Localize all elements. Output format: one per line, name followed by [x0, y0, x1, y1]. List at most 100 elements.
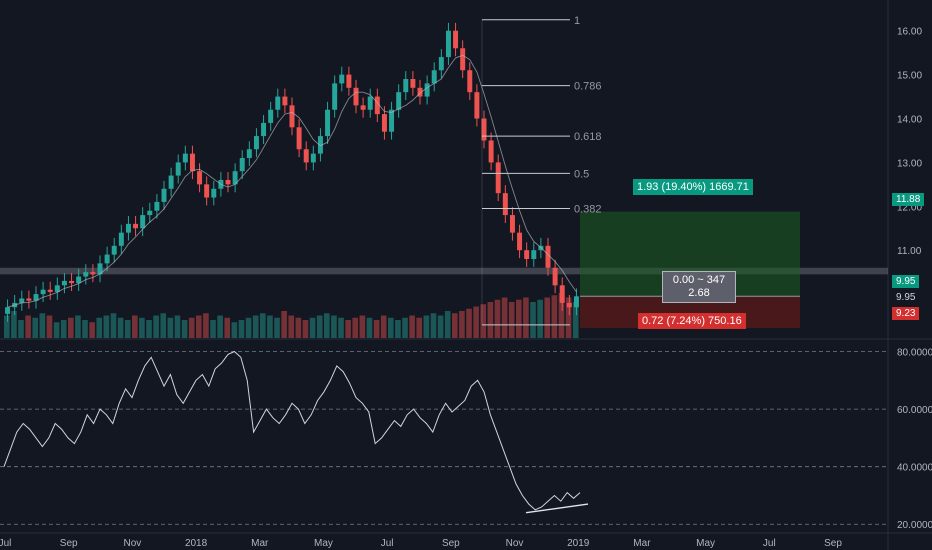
volume-bar — [139, 317, 145, 338]
volume-bar — [18, 320, 24, 338]
candle-body — [325, 109, 331, 137]
candle-body — [147, 210, 153, 216]
volume-bar — [32, 317, 39, 338]
volume-bar — [544, 297, 551, 338]
volume-bar — [501, 297, 508, 338]
volume-bar — [124, 320, 131, 338]
time-tick-label: Mar — [251, 538, 269, 549]
candle-body — [381, 114, 387, 132]
volume-bar — [316, 315, 323, 338]
candle-body — [239, 158, 245, 172]
price-tick-label: 14.00 — [897, 115, 922, 126]
price-tick-label: 15.00 — [897, 71, 922, 82]
candle-body — [417, 87, 423, 97]
price-tick-label: 11.00 — [897, 246, 922, 257]
time-tick-label: Nov — [123, 538, 141, 549]
fib-level-label: 0.618 — [574, 131, 602, 143]
fib-level-label: 0.786 — [574, 81, 602, 93]
rsi-panel — [3, 350, 589, 514]
candle-body — [317, 136, 323, 154]
volume-bar — [160, 313, 167, 338]
price-tag-stop: 9.23 — [892, 307, 920, 320]
volume-bar — [437, 315, 444, 338]
volume-bar — [39, 313, 46, 338]
candle-body — [19, 298, 25, 303]
price-tick-label: 12.00 — [897, 202, 922, 213]
candle-body — [83, 272, 89, 277]
candle-body — [517, 232, 523, 251]
candle-body — [5, 307, 11, 314]
volume-bar — [25, 315, 31, 338]
candle-body — [253, 136, 259, 150]
candle-body — [545, 245, 551, 268]
candle-body — [232, 171, 238, 185]
volume-bar — [167, 317, 174, 338]
rsi-tick-label: 60.0000 — [897, 405, 932, 416]
candle-body — [111, 245, 117, 255]
time-tick-label: May — [696, 538, 715, 549]
time-tick-label: May — [314, 538, 333, 549]
candle-body — [69, 280, 75, 284]
candle-body — [360, 105, 366, 110]
volume-bar — [188, 317, 195, 338]
volume-bar — [46, 315, 53, 338]
candle-body — [346, 74, 352, 88]
volume-bar — [416, 317, 423, 338]
volume-bar — [487, 302, 494, 338]
volume-bar — [345, 320, 351, 338]
candle-body — [566, 302, 572, 308]
candle-body — [296, 127, 302, 150]
volume-bar — [572, 302, 579, 338]
candle-body — [133, 223, 139, 229]
candle-body — [211, 188, 217, 198]
volume-bar — [324, 313, 330, 338]
volume-bar — [402, 317, 408, 338]
rsi-line — [3, 350, 581, 511]
candle-body — [61, 280, 67, 286]
candle-body — [339, 74, 345, 84]
candle-body — [26, 298, 32, 301]
volume-bar — [260, 313, 266, 338]
candle-body — [189, 153, 195, 172]
candle-body — [125, 223, 131, 233]
volume-bar — [75, 315, 81, 338]
time-tick-label: Sep — [442, 538, 460, 549]
candle-body — [90, 272, 96, 275]
resistance-band-rect — [0, 267, 888, 275]
candle-body — [182, 153, 188, 163]
price-tick-label: 13.00 — [897, 158, 922, 169]
volume-bar — [89, 322, 95, 338]
price-tick-label: 16.00 — [897, 27, 922, 38]
candle-body — [353, 87, 359, 106]
volume-bar — [558, 293, 565, 338]
candle-body — [389, 109, 395, 132]
rsi-tick-label: 80.0000 — [897, 348, 932, 359]
volume-bar — [359, 315, 366, 338]
candle-body — [332, 83, 338, 110]
volume-bar — [238, 320, 245, 338]
candle-body — [33, 294, 39, 301]
axes: 16.00 15.00 14.00 13.00 12.00 11.00 80.0000 60.… — [0, 27, 932, 549]
candle-body — [495, 162, 501, 194]
volume-bar — [217, 315, 223, 338]
time-tick-label: Jul — [381, 538, 394, 549]
candle-body — [453, 30, 459, 49]
candle-body — [175, 162, 181, 176]
volume-bar — [309, 317, 316, 338]
volume-bar — [423, 315, 430, 338]
candle-body — [467, 70, 473, 93]
volume-bar — [480, 304, 487, 338]
volume-bar — [82, 320, 88, 338]
volume-bar — [196, 315, 202, 338]
candle-body — [40, 289, 46, 295]
volume-bar — [380, 315, 387, 338]
volume-bar — [466, 308, 472, 338]
candle-body — [460, 48, 466, 71]
candle-body — [403, 79, 409, 93]
volume-bar — [537, 299, 543, 338]
candle-body — [97, 263, 103, 275]
price-tag-current: 9.95 — [892, 275, 920, 288]
volume-bar — [53, 322, 60, 338]
